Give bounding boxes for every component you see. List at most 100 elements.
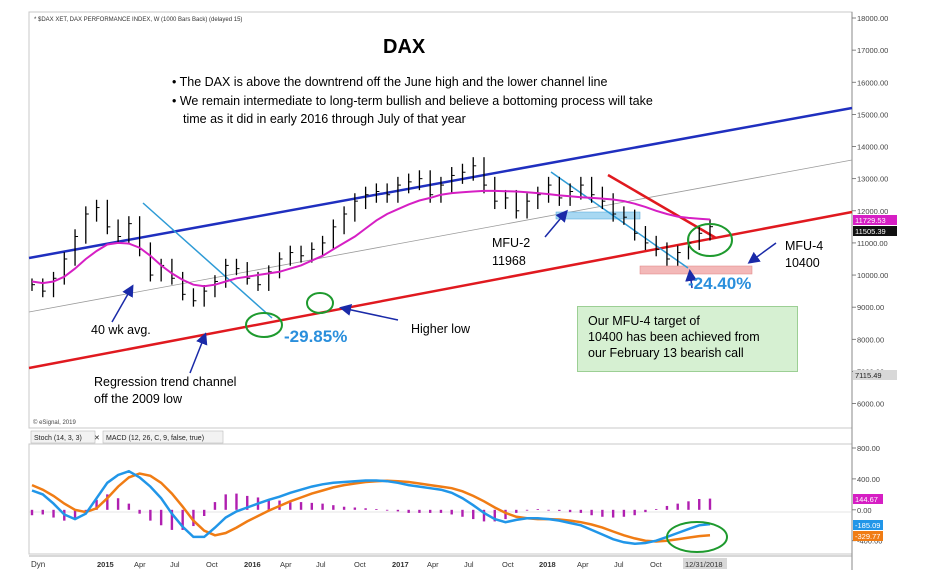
histogram-bar [213, 502, 217, 510]
indicator-tabs: Stoch (14, 3, 3) ✕ MACD (12, 26, C, 9, f… [30, 430, 224, 444]
mid-trendline [28, 159, 853, 313]
histogram-bar [590, 509, 593, 516]
tab-stoch[interactable] [30, 430, 96, 444]
histogram-bar [418, 509, 421, 513]
histogram-bar [138, 509, 141, 514]
histogram-bar [482, 509, 486, 522]
macd-tag-signal-bg [853, 531, 883, 541]
price-tag-last-bg [853, 226, 897, 236]
mfu4-value: 10400 [785, 256, 820, 270]
date-tick-label: Jul [316, 560, 326, 569]
histogram-bar [375, 509, 378, 510]
avg-label: 40 wk avg. [91, 323, 151, 337]
target-zone-red [639, 265, 753, 275]
histogram-bar [536, 509, 540, 510]
date-tick-label: 2015 [97, 560, 114, 569]
note-line-1: Our MFU-4 target of [588, 314, 700, 328]
higher-low-label: Higher low [411, 322, 471, 336]
dyn-button[interactable]: Dyn [31, 560, 45, 569]
histogram-bar [332, 505, 335, 510]
histogram-bar [342, 506, 346, 510]
histogram-bar [698, 499, 701, 510]
histogram-bar [515, 509, 518, 513]
histogram-bar [52, 509, 55, 518]
date-tick-label: Apr [577, 560, 589, 569]
arrow-mfu2 [544, 209, 568, 238]
histogram-bar [439, 509, 443, 513]
circle-higher-low [306, 292, 334, 314]
histogram-bar [493, 509, 496, 522]
date-tick-label: Oct [206, 560, 219, 569]
arrow-40wk [111, 284, 134, 323]
histogram-bar [149, 509, 152, 521]
bullet-3: time as it did in early 2016 through Jul… [183, 112, 466, 126]
arrow-mfu4 [747, 242, 777, 264]
histogram-bar [235, 493, 238, 510]
macd-tag-macd-bg [853, 520, 883, 530]
histogram-bar [687, 501, 690, 510]
date-tick-label: 2018 [539, 560, 556, 569]
circle-recent [687, 223, 733, 257]
histogram-bar [611, 509, 615, 518]
histogram-bar [568, 509, 572, 513]
macd-tick-label: 800.00 [857, 444, 880, 453]
histogram-bar [654, 509, 658, 510]
date-tick-label: Apr [134, 560, 146, 569]
price-tag-last: 11505.39 [855, 227, 886, 236]
price-tick-label: 17000.00 [857, 46, 888, 55]
histogram-bar [504, 509, 507, 520]
price-bars [31, 157, 713, 307]
histogram-bar [396, 509, 400, 512]
histogram-bar [116, 498, 120, 510]
price-tick-label: 8000.00 [857, 335, 884, 344]
price-tick-label: 14000.00 [857, 143, 888, 152]
histogram-bar [84, 509, 88, 512]
date-tick-label: Jul [464, 560, 474, 569]
series-macd [31, 469, 711, 546]
histogram-bar [95, 499, 98, 510]
histogram-bar [461, 509, 464, 517]
price-tick-label: 15000.00 [857, 110, 888, 119]
price-tick-label: 12000.00 [857, 207, 888, 216]
histogram-bar [450, 509, 453, 515]
histogram-bar [364, 508, 367, 510]
histogram-bar [428, 509, 432, 513]
macd-tag-hist-bg [853, 494, 883, 504]
drop-2018-pct: -24.40% [688, 274, 751, 293]
bullet-1: • The DAX is above the downtrend off the… [172, 75, 608, 89]
source-label: © eSignal, 2019 [33, 419, 76, 426]
histogram-bar [202, 509, 206, 516]
tab-macd[interactable] [102, 430, 224, 444]
histogram-bar [73, 509, 77, 520]
macd-panel-frame [28, 443, 853, 555]
histogram-bar [310, 502, 314, 510]
circle-macd-cross [666, 521, 728, 553]
price-tag-low: 7115.49 [855, 371, 882, 380]
price-tick-label: 10000.00 [857, 271, 888, 280]
histogram-bar [525, 509, 529, 511]
histogram-bar [127, 503, 131, 510]
date-tick-label: Apr [427, 560, 439, 569]
date-tick-label: Oct [650, 560, 663, 569]
arrow-channel [189, 332, 208, 374]
histogram-bar [601, 509, 604, 517]
channel-label-1: Regression trend channel [94, 375, 236, 389]
date-tick-label: Apr [280, 560, 292, 569]
support-zone-blue [555, 211, 641, 220]
price-tick-label: 6000.00 [857, 400, 884, 409]
histogram-bar [407, 509, 410, 513]
date-tick-label: 2016 [244, 560, 261, 569]
histogram-bar [644, 509, 647, 513]
down-leg-2015 [142, 202, 273, 319]
histogram-bar [289, 501, 292, 510]
tab-close-icon[interactable]: ✕ [94, 435, 100, 442]
chart-title: DAX [383, 36, 426, 58]
price-tag-low-bg [853, 370, 897, 380]
bullet-2: • We remain intermediate to long-term bu… [172, 94, 653, 108]
histogram-bar [353, 507, 357, 510]
mfu4-label: MFU-4 [785, 239, 823, 253]
price-tick-label: 18000.00 [857, 14, 888, 23]
histogram-bar [633, 509, 636, 516]
date-tick-label: Oct [354, 560, 367, 569]
